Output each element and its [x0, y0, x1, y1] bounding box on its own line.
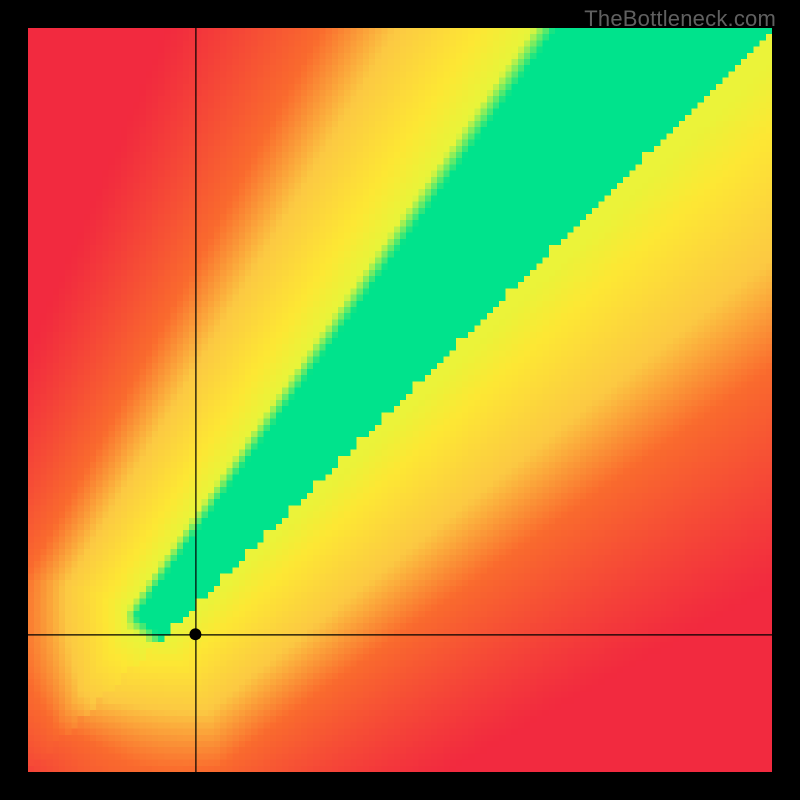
watermark-text: TheBottleneck.com [584, 6, 776, 32]
crosshair-overlay [28, 28, 772, 772]
chart-container: TheBottleneck.com [0, 0, 800, 800]
